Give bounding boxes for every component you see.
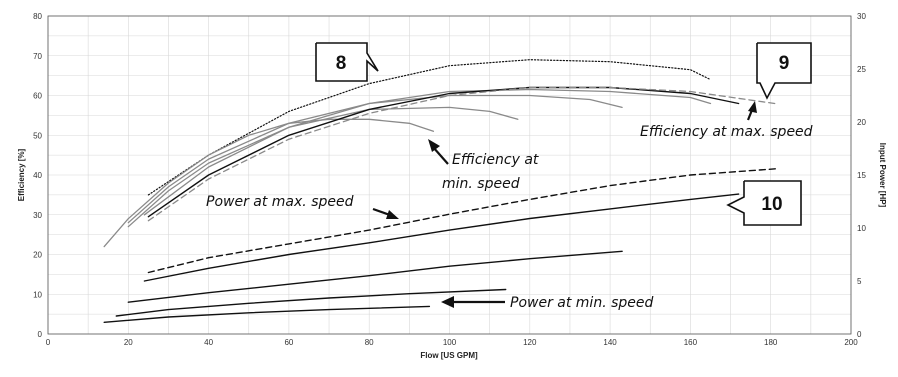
series-line-3 xyxy=(127,106,519,228)
grid xyxy=(47,15,852,335)
y-tick-label: 50 xyxy=(33,131,42,140)
callout-10-label: 10 xyxy=(761,194,782,215)
x-axis-title: Flow [US GPM] xyxy=(420,351,478,360)
arrow-pow-max-head xyxy=(386,210,399,219)
annotation-eff-min-line1: Efficiency at xyxy=(452,152,539,168)
x-tick-label: 60 xyxy=(284,338,293,347)
callout-10-box xyxy=(726,180,802,226)
y2-tick-labels: 0 5 10 15 20 25 30 xyxy=(857,12,866,339)
annotation-eff-min-line2: min. speed xyxy=(442,176,520,192)
y-tick-label: 60 xyxy=(33,92,42,101)
arrow-eff-min-line xyxy=(432,146,449,165)
y-tick-label: 30 xyxy=(33,211,42,220)
y-tick-label: 0 xyxy=(38,330,43,339)
x-tick-label: 200 xyxy=(844,338,858,347)
annotation-pow-max: Power at max. speed xyxy=(206,194,354,210)
callout-8-label: 8 xyxy=(336,53,347,74)
y2-tick-label: 5 xyxy=(857,277,862,286)
callout-10: 10 xyxy=(726,180,802,226)
y2-tick-label: 15 xyxy=(857,171,866,180)
x-tick-label: 140 xyxy=(603,338,617,347)
y2-tick-label: 30 xyxy=(857,12,866,21)
x-tick-label: 20 xyxy=(124,338,133,347)
arrow-pow-max-line xyxy=(372,207,391,217)
callout-9: 9 xyxy=(756,42,812,100)
y-tick-label: 20 xyxy=(33,251,42,260)
series-line-10 xyxy=(127,250,623,303)
x-tick-label: 40 xyxy=(204,338,213,347)
callout-8-box xyxy=(315,42,379,82)
series-line-6 xyxy=(147,86,740,218)
series-lines xyxy=(103,59,780,323)
series-line-7 xyxy=(147,86,776,222)
y2-tick-label: 20 xyxy=(857,118,866,127)
x-tick-label: 160 xyxy=(684,338,698,347)
x-tick-label: 0 xyxy=(46,338,51,347)
series-line-9 xyxy=(143,193,740,282)
x-tick-label: 80 xyxy=(365,338,374,347)
series-line-2 xyxy=(103,118,435,248)
series-line-12 xyxy=(103,305,431,323)
arrow-pow-min-head xyxy=(441,296,454,308)
y2-tick-label: 0 xyxy=(857,330,862,339)
plot-frame xyxy=(47,15,852,335)
x-tick-labels: 0 20 40 60 80 100 120 140 160 180 200 xyxy=(46,338,858,347)
y-tick-labels: 0 10 20 30 40 50 60 70 80 xyxy=(33,12,42,339)
annotation-eff-max: Efficiency at max. speed xyxy=(640,124,813,140)
x-tick-label: 120 xyxy=(523,338,537,347)
y2-tick-label: 10 xyxy=(857,224,866,233)
series-line-5 xyxy=(143,88,712,216)
y2-axis-title: Input Power [HP] xyxy=(878,143,887,208)
y-tick-label: 40 xyxy=(33,171,42,180)
y-tick-label: 80 xyxy=(33,12,42,21)
y2-tick-label: 25 xyxy=(857,65,866,74)
x-tick-label: 180 xyxy=(764,338,778,347)
series-line-8 xyxy=(147,167,780,274)
callout-8: 8 xyxy=(315,42,379,82)
x-tick-label: 100 xyxy=(443,338,457,347)
y-axis-title: Efficiency [%] xyxy=(17,148,26,201)
series-line-11 xyxy=(115,288,507,317)
annotation-pow-min: Power at min. speed xyxy=(510,295,654,311)
y-tick-label: 10 xyxy=(33,290,42,299)
callout-9-label: 9 xyxy=(779,53,790,74)
annotation-arrows xyxy=(372,101,757,308)
y-tick-label: 70 xyxy=(33,52,42,61)
series-line-1 xyxy=(147,59,712,196)
callout-9-box xyxy=(756,42,812,100)
arrow-eff-max-head xyxy=(748,101,757,113)
arrow-eff-min-head xyxy=(428,139,440,152)
